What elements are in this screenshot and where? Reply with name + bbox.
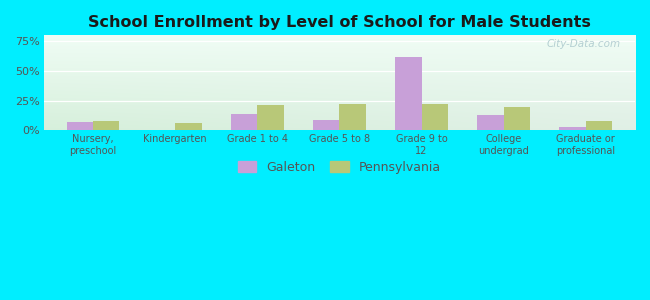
Bar <box>477 115 504 130</box>
Bar <box>339 104 366 130</box>
Legend: Galeton, Pennsylvania: Galeton, Pennsylvania <box>233 156 447 179</box>
Bar <box>395 57 422 130</box>
Bar <box>93 121 120 130</box>
Title: School Enrollment by Level of School for Male Students: School Enrollment by Level of School for… <box>88 15 591 30</box>
Text: City-Data.com: City-Data.com <box>546 39 620 49</box>
Bar <box>504 106 530 130</box>
Bar <box>422 104 448 130</box>
Bar <box>176 123 202 130</box>
Bar <box>586 121 612 130</box>
Bar <box>257 105 283 130</box>
Bar <box>313 120 339 130</box>
Bar <box>67 122 93 130</box>
Bar <box>560 127 586 130</box>
Bar <box>231 114 257 130</box>
